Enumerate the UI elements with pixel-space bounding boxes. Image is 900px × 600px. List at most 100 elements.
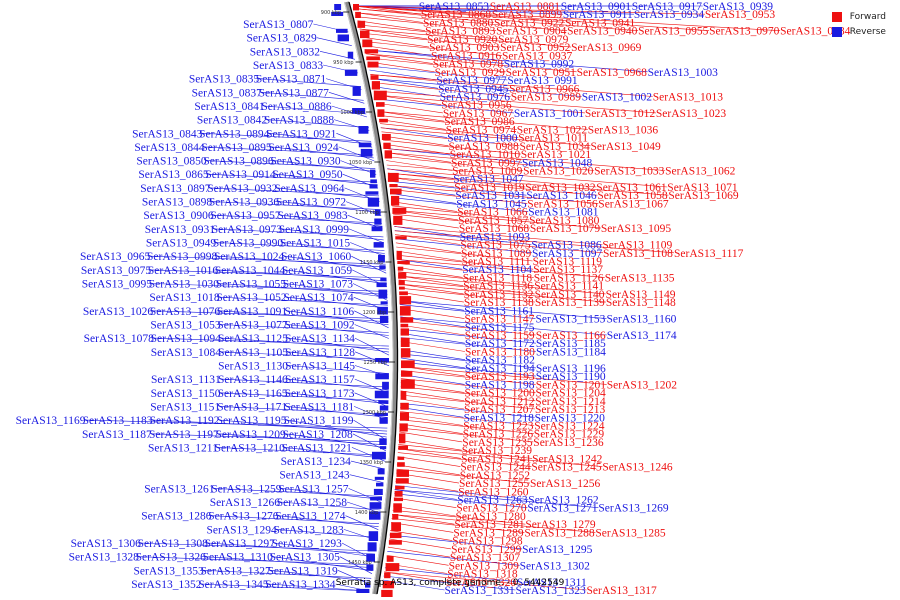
gene-label-forward[interactable]: SerAS13_0881	[490, 1, 561, 13]
gene-label-forward[interactable]: SerAS13_0955	[638, 26, 709, 38]
gene-label-forward[interactable]: SerAS13_1147	[465, 314, 535, 326]
gene-label-forward[interactable]: SerAS13_1109	[602, 240, 672, 252]
gene-label-reverse[interactable]: SerAS13_0886	[261, 101, 332, 113]
gene-label-forward[interactable]: SerAS13_1079	[530, 223, 601, 235]
gene-label-forward[interactable]: SerAS13_1061	[596, 182, 667, 194]
gene-label-reverse[interactable]: SerAS13_1131	[151, 374, 221, 386]
gene-label-forward[interactable]: SerAS13_1229	[534, 429, 605, 441]
gene-label-reverse[interactable]: SerAS13_0934	[634, 9, 705, 21]
gene-label-reverse[interactable]: SerAS13_0865	[138, 169, 209, 181]
gene-label-reverse[interactable]: SerAS13_0932	[207, 183, 278, 195]
gene-label-forward[interactable]: SerAS13_1019	[454, 182, 525, 194]
gene-label-forward[interactable]: SerAS13_0968	[577, 67, 648, 79]
gene-label-reverse[interactable]: SerAS13_1173	[285, 388, 355, 400]
gene-label-forward[interactable]: SerAS13_1141	[534, 281, 604, 293]
gene-label-forward[interactable]: SerAS13_1204	[536, 388, 607, 400]
gene-label-reverse[interactable]: SerAS13_1045	[456, 198, 527, 210]
gene-label-reverse[interactable]: SerAS13_1151	[150, 401, 220, 413]
gene-label-reverse[interactable]: SerAS13_1084	[151, 347, 222, 359]
gene-label-forward[interactable]: SerAS13_1020	[523, 166, 594, 178]
gene-label-forward[interactable]: SerAS13_1140	[535, 289, 605, 301]
gene-label-reverse[interactable]: SerAS13_1059	[282, 265, 353, 277]
gene-label-forward[interactable]: SerAS13_1320	[446, 577, 517, 589]
gene-label-reverse[interactable]: SerAS13_1220	[535, 412, 606, 424]
gene-label-forward[interactable]: SerAS13_0893	[425, 26, 496, 38]
gene-label-forward[interactable]: SerAS13_0967	[443, 108, 514, 120]
gene-label-reverse[interactable]: SerAS13_1295	[522, 544, 593, 556]
gene-label-reverse[interactable]: SerAS13_1015	[280, 238, 351, 250]
gene-label-reverse[interactable]: SerAS13_1187	[82, 429, 152, 441]
gene-label-forward[interactable]: SerAS13_1236	[533, 437, 604, 449]
gene-label-forward[interactable]: SerAS13_1136	[463, 281, 533, 293]
gene-label-reverse[interactable]: SerAS13_1208	[283, 429, 354, 441]
gene-label-reverse[interactable]: SerAS13_1092	[284, 320, 355, 332]
gene-label-forward[interactable]: SerAS13_1139	[535, 297, 605, 309]
gene-label-forward[interactable]: SerAS13_1011	[518, 133, 588, 145]
gene-label-reverse[interactable]: SerAS13_1046	[526, 190, 597, 202]
gene-label-reverse[interactable]: SerAS13_0901	[561, 1, 632, 13]
gene-label-forward[interactable]: SerAS13_1056	[527, 198, 598, 210]
gene-label-forward[interactable]: SerAS13_1080	[529, 215, 600, 227]
gene-label-reverse[interactable]: SerAS13_1172	[465, 338, 535, 350]
gene-label-reverse[interactable]: SerAS13_1169	[16, 415, 86, 427]
gene-label-reverse[interactable]: SerAS13_1258	[277, 497, 348, 509]
gene-label-forward[interactable]: SerAS13_1111	[462, 256, 531, 268]
gene-label-reverse[interactable]: SerAS13_1218	[464, 412, 535, 424]
gene-label-reverse[interactable]: SerAS13_0835	[189, 74, 260, 86]
gene-label-reverse[interactable]: SerAS13_0965	[80, 251, 151, 263]
gene-label-reverse[interactable]: SerAS13_1097	[532, 248, 603, 260]
gene-label-forward[interactable]: SerAS13_0974	[446, 124, 517, 136]
gene-label-forward[interactable]: SerAS13_1137	[533, 264, 603, 276]
gene-label-reverse[interactable]: SerAS13_1353	[134, 565, 205, 577]
gene-label-reverse[interactable]: SerAS13_0897	[140, 183, 211, 195]
gene-label-reverse[interactable]: SerAS13_1145	[285, 361, 355, 373]
gene-label-reverse[interactable]: SerAS13_1294	[207, 524, 278, 536]
gene-label-forward[interactable]: SerAS13_1066	[457, 207, 528, 219]
gene-label-forward[interactable]: SerAS13_1148	[606, 297, 676, 309]
gene-label-forward[interactable]: SerAS13_1201	[536, 379, 607, 391]
gene-label-reverse[interactable]: SerAS13_1293	[272, 538, 343, 550]
gene-label-reverse[interactable]: SerAS13_0950	[272, 169, 343, 181]
gene-label-reverse[interactable]: SerAS13_1311	[517, 577, 587, 589]
gene-label-reverse[interactable]: SerAS13_0841	[194, 101, 265, 113]
gene-label-reverse[interactable]: SerAS13_1165	[218, 388, 288, 400]
gene-label-reverse[interactable]: SerAS13_1185	[536, 338, 606, 350]
gene-label-reverse[interactable]: SerAS13_1093	[460, 231, 531, 243]
gene-label-reverse[interactable]: SerAS13_0833	[253, 60, 324, 72]
gene-label-forward[interactable]: SerAS13_0920	[427, 34, 498, 46]
gene-label-reverse[interactable]: SerAS13_0917	[632, 1, 703, 13]
gene-label-forward[interactable]: SerAS13_1223	[463, 421, 534, 433]
gene-label-reverse[interactable]: SerAS13_0999	[279, 224, 350, 236]
gene-label-reverse[interactable]: SerAS13_1074	[283, 292, 354, 304]
gene-label-reverse[interactable]: SerAS13_1000	[447, 133, 518, 145]
gene-label-reverse[interactable]: SerAS13_1078	[84, 333, 155, 345]
gene-label-forward[interactable]: SerAS13_1239	[462, 445, 533, 457]
gene-label-reverse[interactable]: SerAS13_1091	[217, 306, 288, 318]
gene-label-forward[interactable]: SerAS13_1057	[458, 215, 529, 227]
gene-label-forward[interactable]: SerAS13_0956	[441, 100, 512, 112]
gene-label-reverse[interactable]: SerAS13_1002	[582, 92, 653, 104]
gene-label-forward[interactable]: SerAS13_1022	[517, 124, 588, 136]
gene-label-reverse[interactable]: SerAS13_0972	[276, 197, 347, 209]
gene-label-reverse[interactable]: SerAS13_1134	[285, 333, 355, 345]
gene-label-forward[interactable]: SerAS13_1108	[603, 248, 673, 260]
gene-label-forward[interactable]: SerAS13_1213	[535, 404, 606, 416]
gene-label-forward[interactable]: SerAS13_1117	[674, 248, 744, 260]
gene-label-reverse[interactable]: SerAS13_1183	[83, 415, 153, 427]
gene-label-reverse[interactable]: SerAS13_0832	[250, 46, 321, 58]
gene-label-reverse[interactable]: SerAS13_1274	[275, 511, 346, 523]
gene-label-reverse[interactable]: SerAS13_0837	[192, 87, 263, 99]
gene-label-forward[interactable]: SerAS13_1021	[521, 149, 592, 161]
gene-label-forward[interactable]: SerAS13_0953	[705, 9, 776, 21]
gene-label-forward[interactable]: SerAS13_0941	[565, 18, 636, 30]
gene-label-forward[interactable]: SerAS13_0986	[444, 116, 515, 128]
gene-label-forward[interactable]: SerAS13_1260	[458, 486, 529, 498]
gene-label-forward[interactable]: SerAS13_1242	[532, 453, 603, 465]
gene-label-reverse[interactable]: SerAS13_0914	[205, 169, 276, 181]
gene-label-reverse[interactable]: SerAS13_1048	[522, 157, 593, 169]
gene-label-forward[interactable]: SerAS13_0970	[709, 26, 780, 38]
gene-label-forward[interactable]: SerAS13_1034	[520, 141, 591, 153]
gene-label-forward[interactable]: SerAS13_1193	[465, 371, 535, 383]
gene-label-reverse[interactable]: SerAS13_1327	[201, 565, 272, 577]
gene-label-reverse[interactable]: SerAS13_1283	[274, 524, 345, 536]
